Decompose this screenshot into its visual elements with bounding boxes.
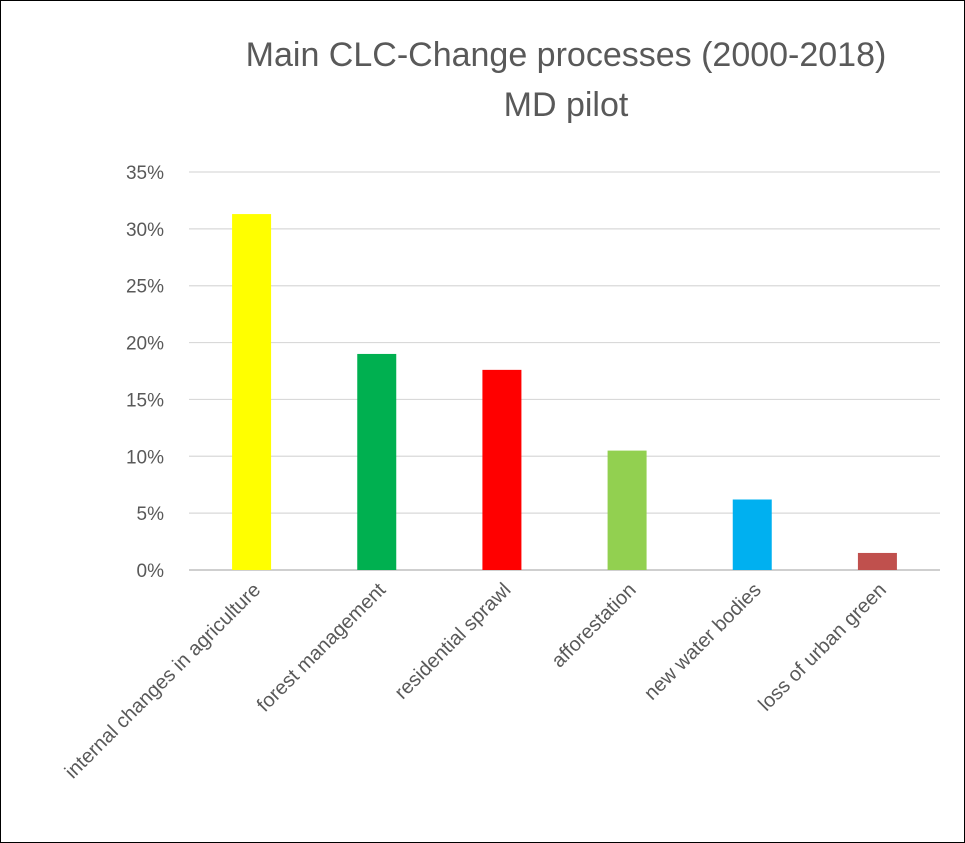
chart-title: Main CLC-Change processes (2000-2018) <box>245 36 887 74</box>
x-category-label: loss of urban green <box>754 579 891 716</box>
y-tick-label: 35% <box>126 163 164 184</box>
chart-subtitle: MD pilot <box>503 86 629 124</box>
y-tick-label: 20% <box>126 334 164 355</box>
x-category-label: new water bodies <box>640 579 766 705</box>
x-category-label: afforestation <box>547 579 640 672</box>
y-tick-label: 25% <box>126 277 164 298</box>
x-category-label: forest management <box>253 579 391 717</box>
bar <box>732 499 772 570</box>
y-tick-label: 10% <box>126 447 164 468</box>
gridlines <box>189 171 940 571</box>
bar <box>607 450 647 570</box>
bar <box>482 369 522 570</box>
y-axis-tick-labels: 0% 5% 10% 15% 20% 25% 30% 35% <box>126 163 164 582</box>
x-category-label: residential sprawl <box>391 579 516 704</box>
y-tick-label: 30% <box>126 220 164 241</box>
y-tick-label: 0% <box>137 561 165 582</box>
bar-series <box>232 214 897 570</box>
y-tick-label: 5% <box>137 504 165 525</box>
y-tick-label: 15% <box>126 390 164 411</box>
bar <box>232 214 272 570</box>
x-category-label: internal changes in agriculture <box>61 579 265 783</box>
bar <box>357 353 397 570</box>
bar <box>857 552 897 570</box>
